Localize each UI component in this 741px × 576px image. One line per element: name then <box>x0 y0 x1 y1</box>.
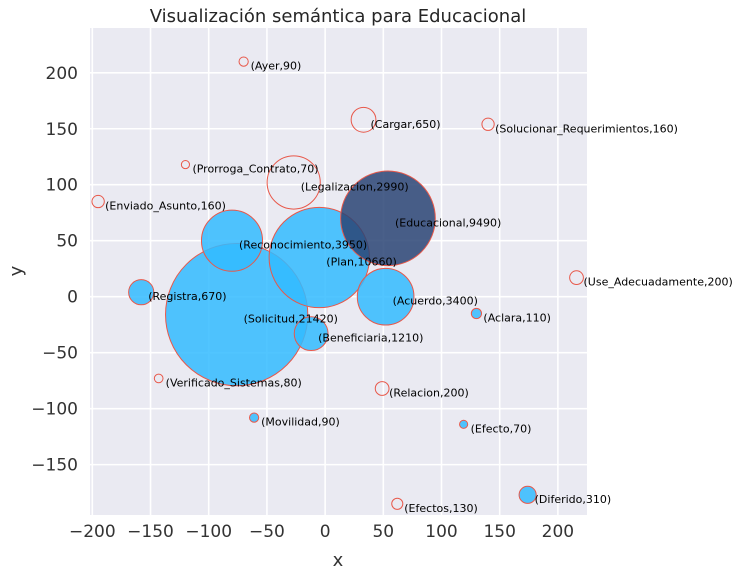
x-tick-label: −100 <box>185 522 232 542</box>
x-tick-label: 0 <box>320 522 331 542</box>
bubble <box>91 194 105 209</box>
bubble <box>249 412 260 423</box>
point-label: (Reconocimiento,3950) <box>239 239 367 252</box>
bubble <box>356 267 415 326</box>
bubble <box>340 170 436 267</box>
y-tick-label: 50 <box>56 232 78 252</box>
point-label: (Registra,670) <box>148 290 226 303</box>
bubble <box>481 117 495 131</box>
y-tick-label: −150 <box>31 456 78 476</box>
bubble <box>238 56 249 67</box>
point-label: (Movilidad,90) <box>261 416 340 429</box>
bubble <box>180 160 191 170</box>
bubble <box>374 381 390 396</box>
bubble <box>391 497 404 510</box>
chart-title: Visualización semántica para Educacional <box>150 6 526 27</box>
bubble <box>459 419 469 429</box>
point-label: (Cargar,650) <box>371 118 441 131</box>
bubble <box>128 279 155 306</box>
bubbles <box>91 56 584 510</box>
point-label: (Efecto,70) <box>471 422 532 435</box>
point-label: (Relacion,200) <box>389 386 469 399</box>
bubble <box>569 270 584 286</box>
bubble <box>518 485 537 504</box>
point-label: (Acuerdo,3400) <box>393 295 478 308</box>
point-label: (Legalizacion,2990) <box>301 180 409 193</box>
point-label: (Diferido,310) <box>535 493 612 506</box>
x-tick-label: 100 <box>425 522 457 542</box>
x-tick-label: −50 <box>249 522 285 542</box>
bubble <box>153 373 164 384</box>
x-tick-label: −150 <box>127 522 174 542</box>
point-label: (Use_Adecuadamente,200) <box>584 276 733 289</box>
bubble <box>350 106 377 133</box>
y-tick-label: 0 <box>67 288 78 308</box>
point-label: (Enviado_Asunto,160) <box>105 200 226 213</box>
x-tick-label: 150 <box>483 522 515 542</box>
x-tick-label: 50 <box>372 522 394 542</box>
bubble <box>470 307 483 320</box>
point-label: (Aclara,110) <box>483 311 551 324</box>
point-label: (Beneficiaria,1210) <box>318 332 423 345</box>
x-axis-label: x <box>333 550 344 571</box>
point-label: (Educacional,9490) <box>395 216 501 229</box>
x-tick-label: −200 <box>69 522 116 542</box>
point-labels: (Ayer,90) (Cargar,650) (Solucionar_Requeri… <box>105 60 733 515</box>
bubble <box>200 209 264 272</box>
y-tick-label: 150 <box>46 120 78 140</box>
y-tick-labels: −150 −100 −50 0 50 100 150 200 <box>31 64 78 476</box>
y-tick-label: −100 <box>31 400 78 420</box>
point-label: (Verificado_Sistemas,80) <box>166 376 302 389</box>
y-tick-label: 200 <box>46 64 78 84</box>
point-label: (Solucionar_Requerimientos,160) <box>495 122 678 135</box>
y-tick-label: −50 <box>42 344 78 364</box>
x-tick-labels: −200 −150 −100 −50 0 50 100 150 200 <box>69 522 574 542</box>
point-label: (Efectos,130) <box>404 502 478 515</box>
bubble <box>266 155 321 210</box>
y-axis-label: y <box>6 265 27 276</box>
x-tick-label: 200 <box>542 522 574 542</box>
point-label: (Prorroga_Contrato,70) <box>192 163 318 176</box>
point-label: (Ayer,90) <box>251 60 302 73</box>
point-label: (Solicitud,21420) <box>244 313 338 326</box>
point-label: (Plan,10660) <box>326 256 396 269</box>
y-tick-label: 100 <box>46 176 78 196</box>
bubble <box>293 316 329 352</box>
